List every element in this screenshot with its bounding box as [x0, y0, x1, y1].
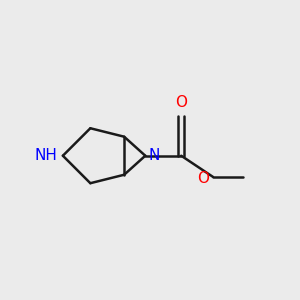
Text: N: N — [149, 148, 160, 163]
Text: O: O — [197, 172, 209, 187]
Text: NH: NH — [35, 148, 58, 163]
Text: O: O — [175, 95, 187, 110]
